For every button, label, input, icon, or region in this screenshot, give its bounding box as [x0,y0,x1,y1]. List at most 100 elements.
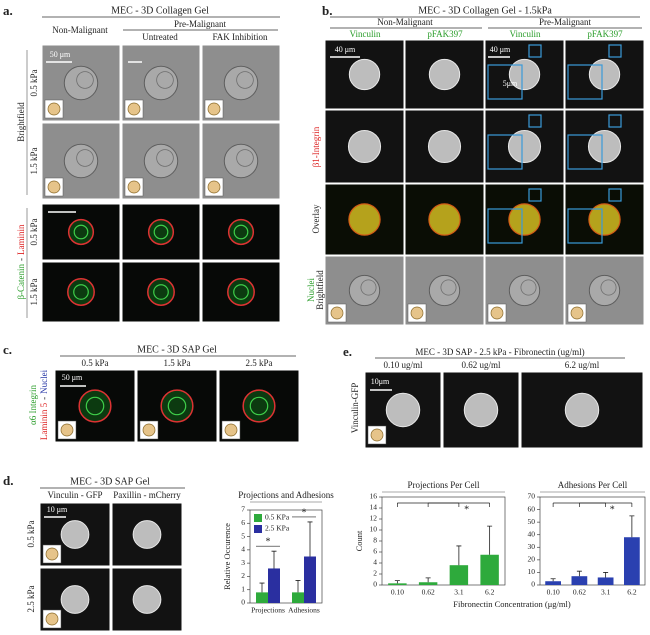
schematic-icon [370,428,384,442]
column-header: pFAK397 [427,29,463,39]
x-tick-label: 0.10 [391,588,404,597]
chart-title: Projections Per Cell [408,480,480,490]
inset-box [608,188,622,202]
stain-label: α6 Integrin [28,385,38,425]
row-label: Brightfield [16,102,26,142]
bar [571,576,588,585]
y-tick-label: 6 [241,518,245,527]
x-tick-label: 3.1 [601,588,611,597]
cell-cluster [600,279,617,296]
row-label: β1-Integrin [311,126,321,167]
y-tick-label: 70 [528,492,536,501]
cell-cluster [348,274,381,307]
cell-cluster [348,58,381,91]
schematic-icon [60,423,74,437]
panel-label: e. [343,344,352,359]
row-label: Vinculin-GFP [350,383,360,433]
schematic-icon [410,306,424,320]
row-label: 0.5 kPa [26,520,36,547]
y-tick-label: 0 [241,598,245,607]
y-tick-label: 12 [370,514,378,523]
panel-title: MEC - 3D SAP Gel [70,476,150,487]
panel-label: d. [3,473,13,488]
cell-cluster [385,392,421,428]
schematic-icon [47,180,61,194]
cell-cluster [236,71,254,89]
inset-box [567,134,603,170]
y-tick-label: 0 [373,580,377,589]
error-bar [456,545,462,566]
stain-label: β-Catenin - Laminin [16,224,26,300]
row-label: 2.5 kPa [26,585,36,612]
stain-part: Laminin [16,224,26,255]
schematic-icon [45,547,59,561]
inset-box [528,114,542,128]
panel-title: MEC - 3D SAP Gel [137,344,217,355]
panel-label: c. [3,342,12,357]
schematic-icon [224,423,238,437]
row-label: 1.5 kPa [29,147,39,174]
cell-cluster [160,389,194,423]
cell-cluster [156,149,174,167]
y-tick-label: 2 [241,571,245,580]
inset-box [487,134,523,170]
cell-cluster [588,58,621,91]
bar [545,581,561,585]
error-bar [603,572,609,578]
cell-cluster [143,65,179,101]
y-tick-label: 10 [370,525,378,534]
cell-cluster [242,389,276,423]
inset-box [487,208,523,244]
error-bar [425,577,431,583]
inset-box [608,114,622,128]
stain-part: Nuclei [39,369,49,393]
y-tick-label: 0 [531,580,535,589]
column-header: 0.5 kPa [82,358,109,368]
legend-label: 2.5 KPa [265,524,290,533]
cell-cluster [587,129,622,164]
row-label: Overlay [311,204,321,233]
y-tick-label: 3 [241,558,245,567]
stain-part: - [39,397,49,400]
cell-cluster [223,65,259,101]
cell-cluster [227,278,255,306]
y-tick-label: 8 [373,536,377,545]
bar [449,565,469,585]
schematic-icon [570,306,584,320]
y-tick-label: 7 [241,505,245,514]
scale-label: 40 μm [335,45,356,54]
schematic-icon [207,180,221,194]
cell-cluster [564,392,600,428]
panel-title: MEC - 3D Collagen Gel [111,5,209,16]
error-bar [576,570,582,577]
scale-label: 5μm [503,79,518,88]
cell-cluster [60,520,90,549]
significance: * [302,507,307,518]
schematic-icon [490,306,504,320]
stain-part: Laminin 5 [39,402,49,440]
error-bar [259,582,265,593]
x-tick-label: 0.62 [422,588,435,597]
error-bar [295,580,301,593]
column-header: 2.5 kPa [246,358,273,368]
cell-cluster [153,284,169,300]
x-tick-label: Adhesions [288,606,320,615]
y-tick-label: 2 [373,569,377,578]
column-header: 6.2 ug/ml [565,360,600,370]
cell-cluster [132,585,162,614]
cell-cluster [427,129,462,164]
cell-cluster [507,129,542,164]
axis-label: Fibronectin Concentration (μg/ml) [453,599,571,609]
column-header: Vinculin [510,29,541,39]
y-tick-label: 14 [370,503,378,512]
cell-cluster [76,149,94,167]
y-tick-label: 20 [528,555,536,564]
x-tick-label: 6.2 [485,588,495,597]
cell-cluster [428,203,461,236]
panel-label: a. [3,3,13,18]
cell-cluster [428,274,461,307]
x-tick-label: 6.2 [627,588,637,597]
error-bar [629,515,635,538]
